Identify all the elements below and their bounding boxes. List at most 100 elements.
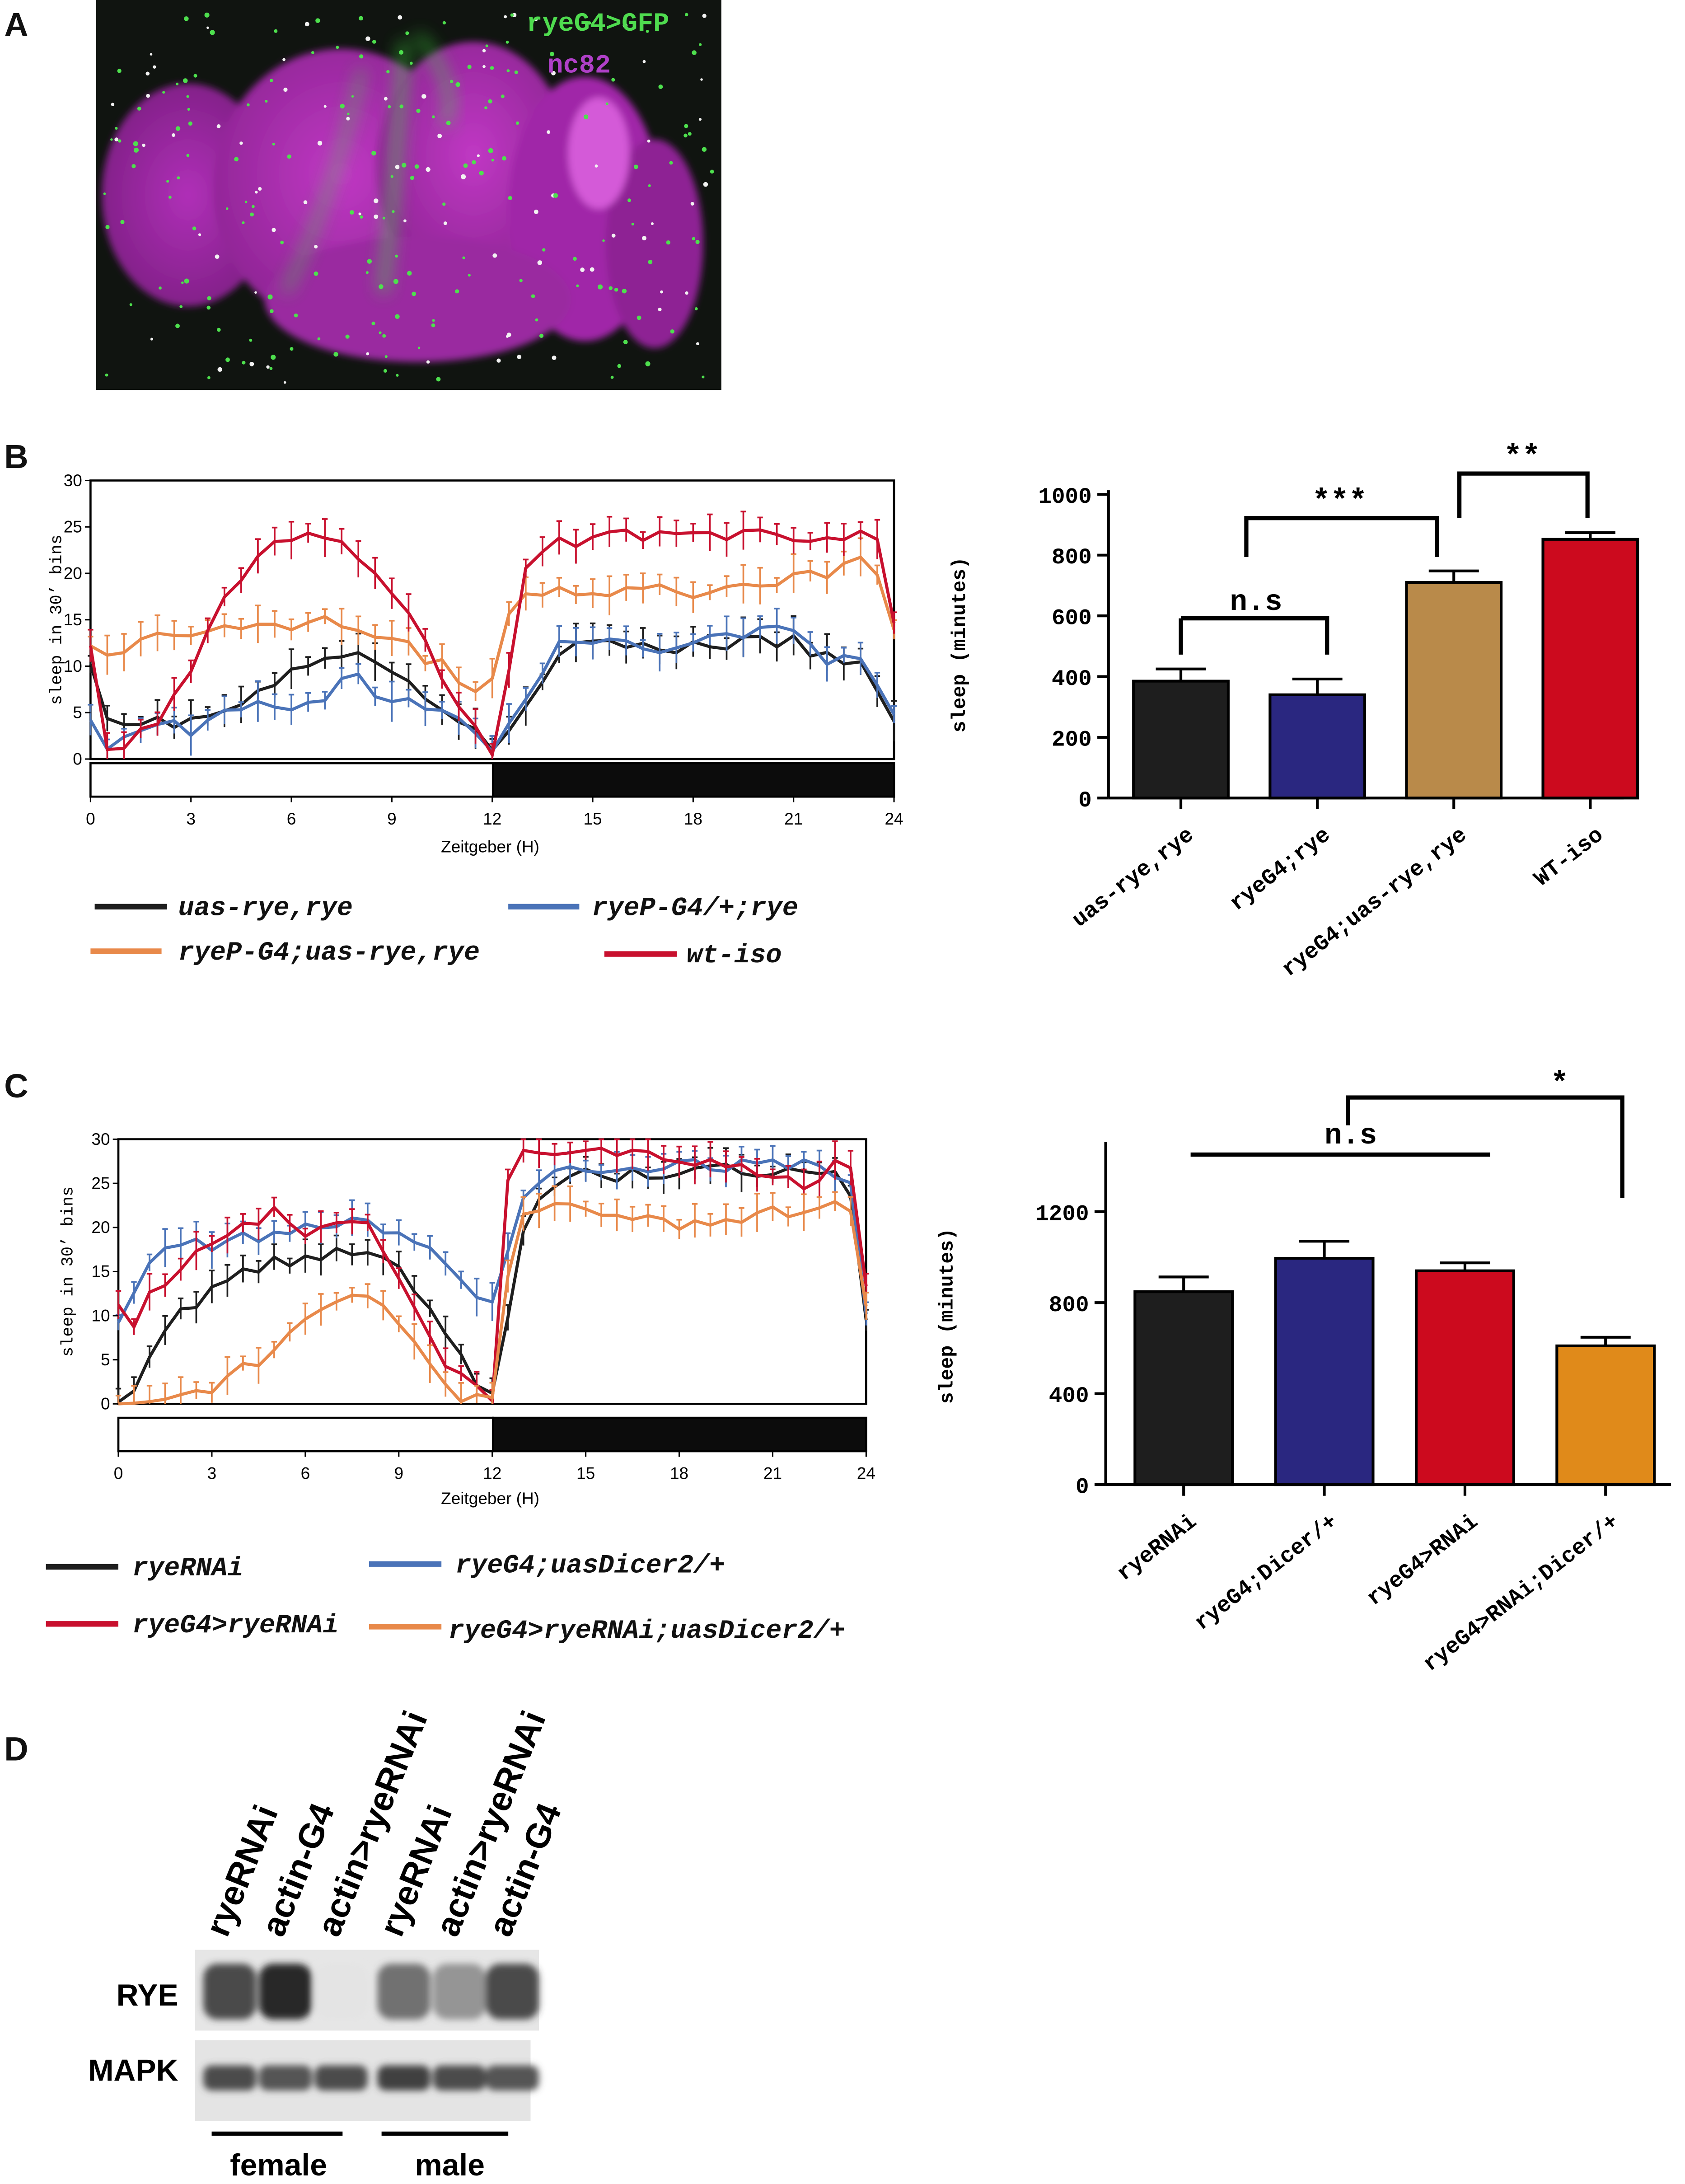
gfp-dot [146, 94, 150, 98]
gfp-dot [510, 13, 514, 17]
gfp-dot [172, 133, 176, 137]
gfp-dot [314, 244, 318, 248]
legend-b-label-3: wt-iso [687, 940, 782, 970]
x-tick-label: 12 [483, 810, 501, 828]
gfp-dot [111, 103, 115, 106]
bar-ryeRNAi [1133, 1290, 1234, 1486]
gfp-dot [547, 130, 551, 134]
x-tick-label: 12 [483, 1464, 501, 1483]
gfp-dot [658, 84, 663, 89]
gfp-dot [282, 58, 286, 61]
gfp-dot [488, 148, 493, 154]
gfp-dot [449, 80, 454, 84]
gfp-dot [550, 52, 554, 56]
b-sig-ns: n.s [1230, 586, 1282, 619]
bar-ryeG4;rye [1268, 693, 1367, 800]
b-sig-3star: *** [1312, 485, 1367, 519]
wb-band-mapk [433, 2065, 486, 2090]
gfp-dot [660, 290, 663, 294]
x-category-label: ryeRNAi [1113, 1509, 1202, 1587]
gfp-dot [490, 66, 494, 70]
gfp-dot [666, 240, 670, 245]
gfp-dot [359, 16, 363, 21]
gfp-dot [694, 307, 698, 310]
gfp-dot [631, 222, 634, 226]
legend-c-label-0: ryeRNAi [132, 1553, 243, 1583]
gfp-dot [359, 54, 364, 59]
label-gfp: ryeG4>GFP [526, 9, 669, 39]
gfp-dot [365, 36, 370, 41]
gfp-dot [611, 234, 616, 238]
series-line-ryeG4>ryeRNAi;uasDicer2/+ [118, 1200, 868, 1406]
gfp-dot [367, 259, 372, 264]
gfp-dot [114, 137, 119, 141]
gfp-dot [283, 381, 286, 384]
gfp-dot [517, 355, 522, 360]
x-tick-label: 9 [394, 1464, 403, 1483]
gfp-dot [702, 147, 707, 152]
gfp-dot [280, 240, 284, 244]
gfp-dot [366, 352, 370, 356]
gfp-dot [244, 201, 248, 203]
wb-band-rye [433, 1964, 486, 2020]
gfp-dot [103, 192, 106, 195]
gfp-dot [315, 18, 320, 23]
gfp-dot [271, 355, 276, 360]
y-tick-label: 25 [91, 1174, 110, 1193]
gfp-dot [188, 121, 193, 126]
gfp-dot [347, 112, 350, 115]
b-sig-2star: ** [1504, 441, 1540, 475]
gfp-dot [485, 44, 488, 47]
gfp-dot [371, 321, 375, 325]
gfp-dot [514, 70, 518, 74]
bar-ryeG4>RNAi;Dicer/+ [1555, 1344, 1656, 1486]
gfp-dot [443, 221, 447, 225]
x-tick-label: 21 [763, 1464, 782, 1483]
gfp-dot [648, 184, 651, 187]
series-line-wt-iso [89, 528, 896, 759]
dark-phase-bar-c [491, 1416, 867, 1453]
gfp-dot [206, 26, 209, 29]
gfp-dot [372, 40, 376, 44]
gfp-dot [166, 180, 169, 183]
gfp-dot [506, 69, 510, 72]
gfp-dot [336, 46, 339, 49]
gfp-dot [684, 124, 688, 128]
gfp-dot [225, 207, 229, 210]
gfp-dot [583, 114, 589, 119]
gfp-dot [479, 170, 484, 176]
gfp-dot [637, 315, 641, 320]
gfp-dot [216, 124, 221, 128]
gfp-dot [181, 281, 184, 284]
wb-band-rye [377, 1964, 431, 2020]
gfp-dot [395, 314, 400, 319]
gfp-dot [105, 373, 108, 377]
gfp-dot [573, 257, 577, 261]
gfp-dot [304, 22, 309, 27]
gfp-dot [622, 289, 627, 294]
x-tick-label: 6 [287, 810, 296, 828]
chart-c-line: 0 5 10 15 20 25 30 0 3 6 9 12 15 18 21 24 sleep in 30’… [59, 1130, 875, 1508]
gfp-dot [287, 154, 291, 159]
gfp-dot [215, 254, 220, 259]
gfp-dot [496, 358, 501, 363]
gfp-dot [477, 154, 480, 157]
gfp-dot [417, 347, 421, 349]
c-line-ylabel: sleep in 30’ bins [59, 1186, 78, 1357]
x-tick-label: 9 [387, 810, 397, 828]
y-tick-label: 0 [1078, 788, 1092, 813]
gfp-dot [186, 95, 189, 98]
light-phase-bar-c [117, 1416, 494, 1453]
gfp-dot [274, 29, 278, 33]
gfp-dot [374, 198, 379, 203]
y-tick-label: 800 [1049, 1293, 1089, 1318]
x-tick-label: 15 [583, 810, 602, 828]
gfp-dot [249, 361, 254, 366]
wb-band-rye [486, 1964, 539, 2020]
gfp-dot [207, 296, 211, 300]
y-tick-label: 0 [73, 750, 82, 768]
c-sig-ns: n.s [1325, 1120, 1377, 1153]
gfp-dot [611, 78, 615, 82]
b-line-xlabel: Zeitgeber (H) [441, 838, 539, 856]
gfp-dot [162, 91, 165, 94]
